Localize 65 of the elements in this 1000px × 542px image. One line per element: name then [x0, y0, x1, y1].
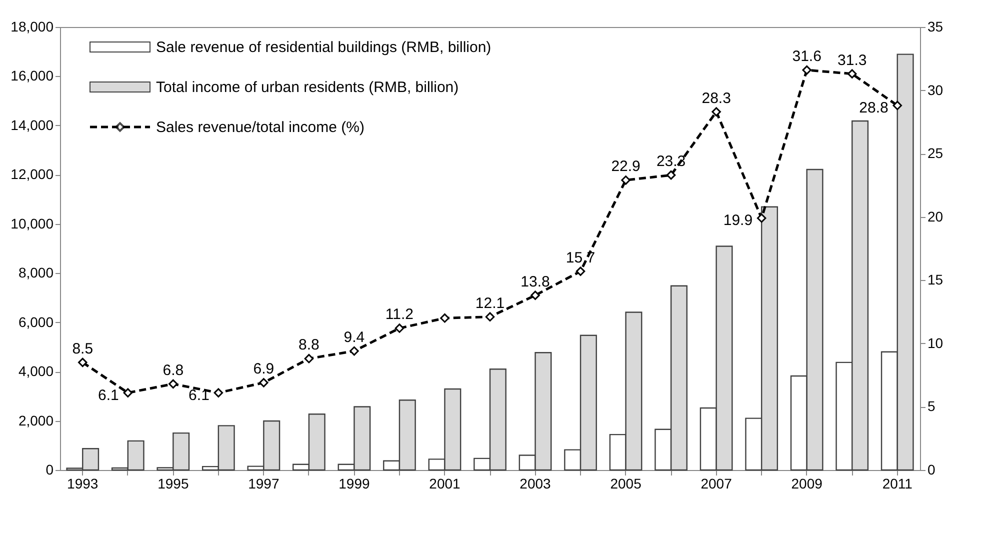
y-tick-label: 6,000	[18, 314, 54, 330]
point	[666, 170, 676, 180]
point	[712, 107, 721, 116]
y2-tick-label: 35	[928, 18, 944, 34]
y-tick-label: 4,000	[18, 363, 54, 380]
x-tick-label: 1997	[248, 476, 280, 492]
y2-tick-label: 10	[928, 334, 944, 351]
y2-tick-label: 20	[928, 208, 944, 224]
y-tick-label: 18,000	[10, 18, 54, 34]
y2-tick-label: 25	[928, 145, 944, 162]
point	[847, 69, 857, 78]
point	[394, 324, 404, 333]
y-tick-label: 14,000	[10, 116, 54, 133]
x-tick-label: 1995	[158, 476, 189, 492]
point	[892, 100, 902, 110]
legend-label: Sale revenue of residential buildings (RMB, billion)	[156, 39, 492, 56]
point	[802, 65, 812, 75]
x-tick-label: 2003	[520, 476, 552, 492]
point	[530, 290, 540, 300]
y-tick-label: 8,000	[18, 264, 54, 281]
x-tick-label: 2007	[700, 476, 732, 492]
data-label: 19.9	[723, 212, 753, 230]
x-tick-label: 2001	[429, 476, 461, 492]
y-tick-label: 16,000	[10, 68, 54, 84]
data-label: 8.5	[72, 340, 94, 358]
data-label: 6.9	[253, 360, 274, 378]
point	[485, 312, 495, 322]
data-label: 22.9	[611, 158, 640, 176]
point	[78, 358, 88, 368]
point	[304, 354, 314, 364]
x-tick-label: 1993	[67, 476, 98, 492]
data-label: 31.6	[792, 48, 822, 66]
y2-tick-label: 5	[928, 398, 936, 414]
x-tick-label: 2009	[791, 476, 823, 492]
y2-tick-label: 30	[928, 82, 944, 98]
x-tick-label: 2011	[882, 476, 913, 492]
legend-label: Total income of urban residents (RMB, billion)	[156, 79, 459, 96]
point	[168, 379, 178, 389]
point	[756, 214, 766, 223]
point	[621, 176, 630, 185]
data-label: 6.1	[98, 386, 119, 404]
data-label: 8.8	[298, 336, 320, 354]
data-label: 28.8	[859, 99, 888, 116]
data-label: 31.3	[838, 52, 867, 69]
x-tick-label: 2005	[610, 476, 642, 492]
point	[350, 346, 359, 356]
y-tick-label: 2,000	[18, 412, 54, 428]
y2-tick-label: 15	[928, 272, 944, 288]
point	[576, 266, 586, 276]
data-label: 12.1	[475, 294, 505, 312]
y-tick-label: 0	[46, 462, 54, 478]
data-label: 28.3	[702, 90, 731, 107]
point	[214, 388, 224, 398]
point	[123, 388, 133, 398]
y-tick-label: 12,000	[10, 166, 54, 182]
legend-label: Sales revenue/total income (%)	[156, 119, 364, 136]
data-label: 11.2	[385, 306, 414, 324]
y2-tick-label: 0	[928, 462, 936, 478]
data-label: 13.8	[520, 273, 550, 290]
data-label: 6.8	[162, 362, 184, 379]
y-tick-label: 10,000	[10, 215, 54, 232]
point	[440, 313, 450, 323]
data-label: 9.4	[344, 329, 365, 346]
point	[259, 378, 268, 388]
x-tick-label: 1999	[338, 476, 370, 492]
